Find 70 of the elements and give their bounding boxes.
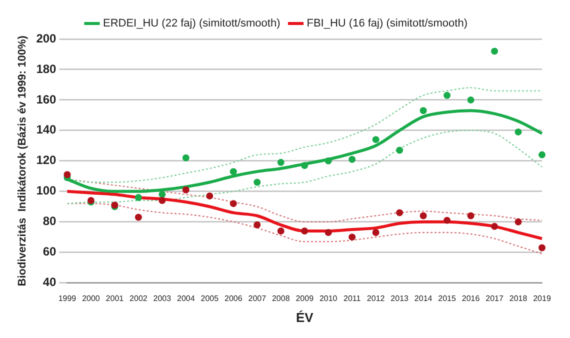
point — [467, 212, 474, 220]
point — [420, 107, 427, 114]
point — [420, 212, 427, 220]
point — [396, 146, 404, 154]
x-tick-label: 2005 — [200, 294, 220, 303]
x-tick-label: 2004 — [177, 294, 196, 303]
point — [444, 92, 451, 99]
point — [444, 216, 451, 224]
point — [277, 158, 284, 166]
point — [182, 186, 190, 194]
point — [277, 227, 284, 234]
point — [491, 48, 498, 55]
x-tick-label: 2003 — [153, 294, 172, 303]
x-tick-label: 2018 — [509, 294, 528, 303]
point — [206, 192, 214, 200]
x-tick-label: 1999 — [58, 294, 77, 303]
x-tick-label: 2002 — [130, 294, 148, 303]
point — [372, 136, 380, 144]
x-tick-label: 2000 — [82, 294, 100, 303]
point — [348, 234, 356, 241]
y-tick-label: 40 — [42, 275, 57, 290]
x-axis-title: ÉV — [296, 310, 314, 325]
x-tick-label: 2013 — [390, 294, 410, 303]
x-tick-label: 2001 — [106, 294, 124, 303]
point — [158, 197, 166, 204]
point — [538, 244, 546, 252]
x-tick-label: 2015 — [438, 294, 456, 303]
x-tick-label: 2010 — [319, 294, 338, 303]
y-tick-label: 140 — [36, 122, 57, 137]
point — [64, 171, 71, 178]
point — [372, 229, 380, 236]
x-tick-label: 2014 — [414, 294, 433, 303]
point — [348, 156, 356, 163]
point — [134, 194, 142, 201]
y-tick-label: 60 — [42, 244, 57, 259]
point — [134, 214, 142, 221]
point — [514, 218, 522, 226]
point — [538, 151, 546, 158]
y-tick-label: 160 — [36, 92, 57, 106]
point — [301, 227, 308, 234]
point — [324, 157, 332, 164]
y-tick-label: 120 — [36, 153, 57, 168]
y-tick-label: 100 — [36, 184, 57, 198]
point — [182, 154, 190, 162]
point — [254, 221, 261, 228]
point — [158, 190, 166, 198]
point — [324, 229, 332, 236]
y-tick-label: 180 — [36, 62, 57, 76]
point — [491, 222, 498, 230]
x-tick-label: 2011 — [343, 294, 362, 303]
x-tick-label: 2012 — [366, 294, 386, 303]
y-tick-label: 200 — [36, 31, 57, 46]
legend-label: FBI_HU (16 faj) (simitott/smooth) — [306, 18, 468, 30]
y-axis-title: Biodiverzitás Indikátorok (Bázis év 1999: 100%) — [16, 35, 29, 286]
legend-label: ERDEI_HU (22 faj) (simitott/smooth) — [102, 18, 280, 30]
point — [467, 96, 474, 104]
point — [396, 209, 404, 216]
point — [254, 178, 261, 186]
x-tick-label: 2017 — [486, 294, 504, 303]
point — [230, 200, 237, 208]
x-tick-label: 2019 — [533, 294, 552, 303]
x-tick-label: 2009 — [296, 294, 314, 303]
x-tick-label: 2016 — [462, 294, 480, 303]
x-tick-label: 2006 — [224, 294, 243, 303]
point — [230, 168, 237, 176]
x-tick-label: 2008 — [272, 294, 290, 303]
y-tick-label: 80 — [42, 214, 57, 228]
point — [301, 162, 308, 169]
point — [514, 128, 522, 136]
x-tick-label: 2007 — [248, 294, 267, 303]
